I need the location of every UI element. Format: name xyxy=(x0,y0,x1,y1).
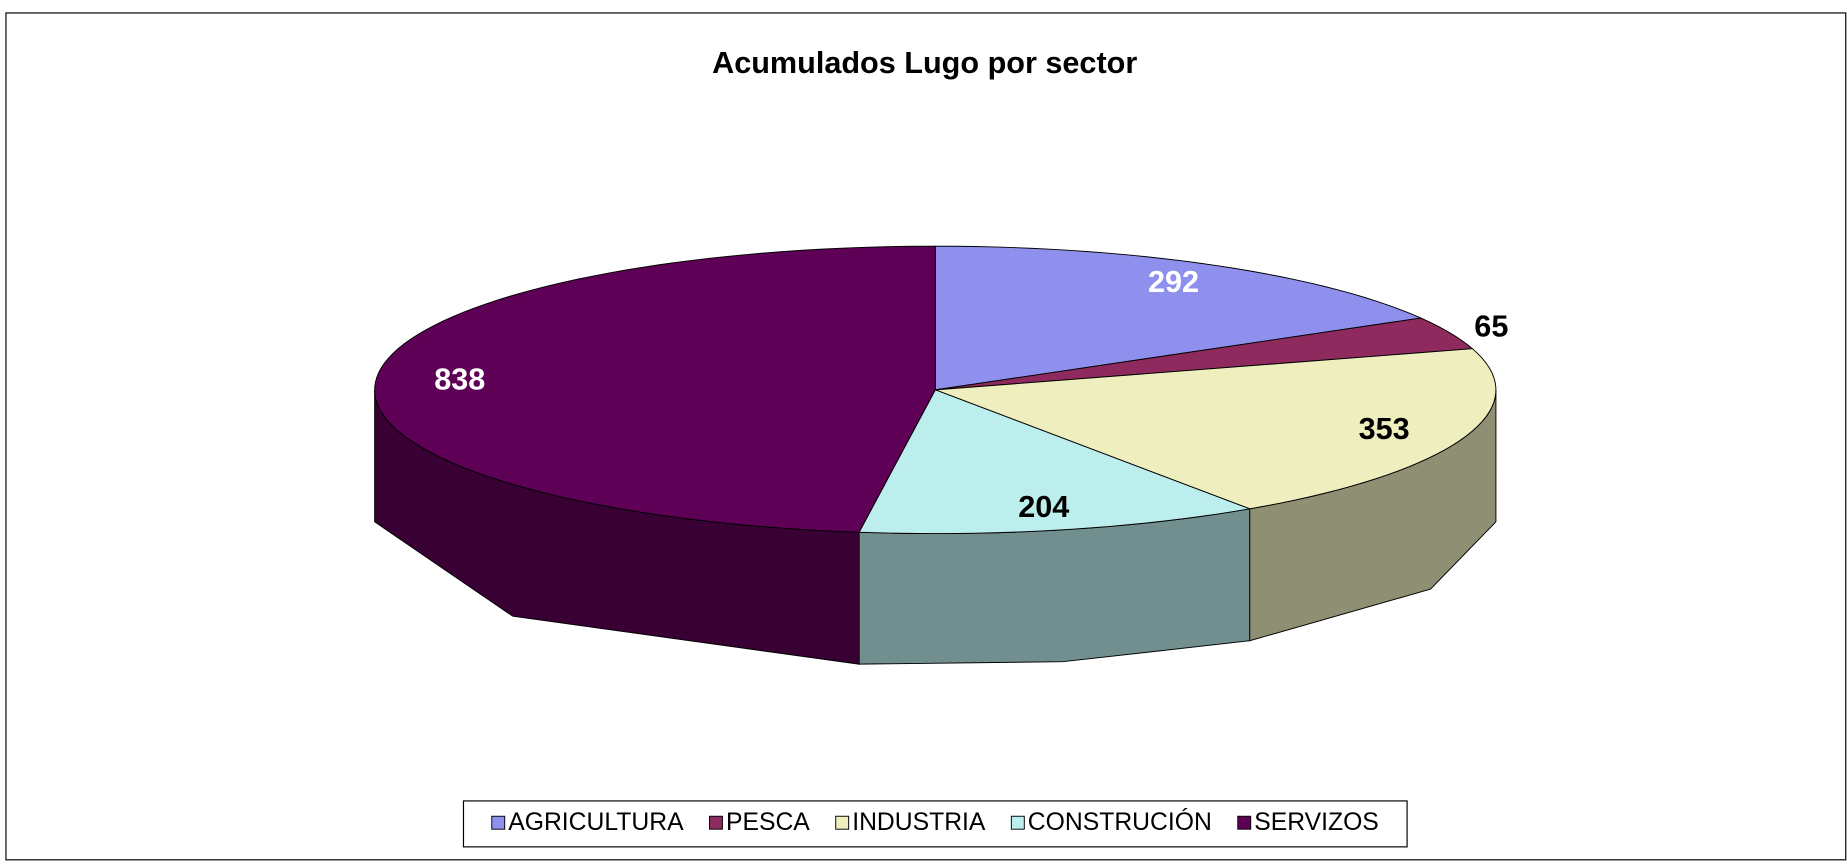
legend-label: CONSTRUCIÓN xyxy=(1028,809,1212,836)
pie-slice xyxy=(858,389,1252,535)
chart-title: Acumulados Lugo por sector xyxy=(712,46,1137,80)
legend-swatch xyxy=(1010,815,1025,830)
pie-slice xyxy=(935,317,1474,391)
legend-label: INDUSTRIA xyxy=(852,809,986,836)
data-label: 838 xyxy=(434,363,485,397)
legend-swatch xyxy=(1237,815,1252,830)
legend-swatch xyxy=(835,815,850,830)
legend-swatch xyxy=(491,815,506,830)
data-label: 353 xyxy=(1359,412,1410,446)
pie-slice xyxy=(374,245,936,533)
data-label: 204 xyxy=(1018,490,1069,524)
pie-slice xyxy=(934,245,1423,391)
legend: AGRICULTURA PESCA INDUSTRIA CONSTRUCIÓN SERV… xyxy=(462,800,1408,848)
legend-label: SERVIZOS xyxy=(1254,809,1379,836)
legend-label: PESCA xyxy=(726,809,810,836)
pie-sides xyxy=(374,389,1497,665)
data-labels: 292 65 353 204 838 xyxy=(434,265,1508,524)
pie-tops xyxy=(374,245,1497,535)
data-label: 292 xyxy=(1148,265,1199,299)
legend-label: AGRICULTURA xyxy=(508,809,684,836)
pie-slice xyxy=(935,348,1497,510)
legend-swatch xyxy=(709,815,723,830)
data-label: 65 xyxy=(1474,309,1508,343)
